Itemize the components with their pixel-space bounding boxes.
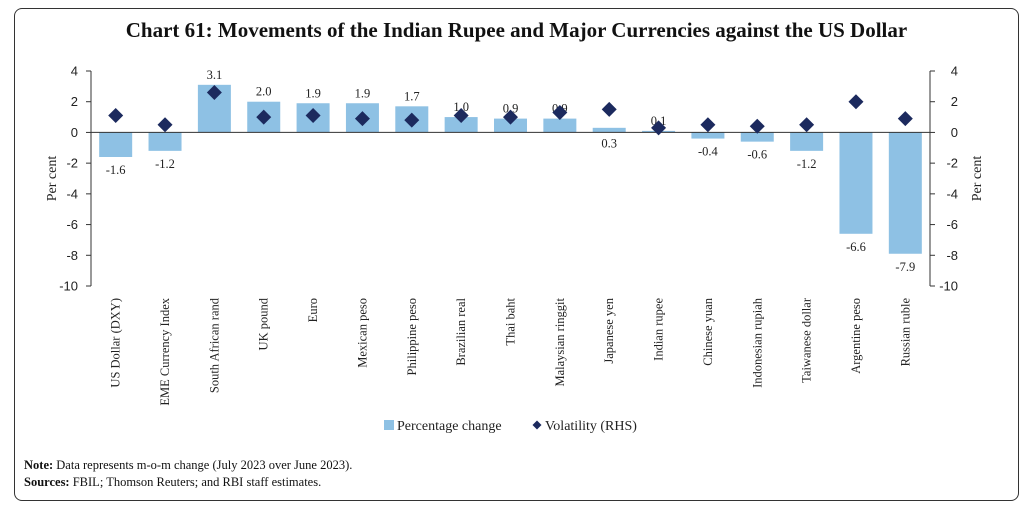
bar-value-label: 1.9 (305, 86, 321, 100)
bar (99, 132, 133, 157)
bar (790, 132, 824, 151)
volatility-marker (651, 120, 667, 136)
category-label: Russian ruble (898, 298, 912, 367)
bar-value-label: -1.2 (797, 157, 817, 171)
left-tick-label: 2 (71, 94, 78, 109)
right-tick-label: 2 (951, 94, 958, 109)
bar-value-label: -1.6 (106, 163, 126, 177)
right-tick-label: 4 (951, 64, 958, 79)
volatility-marker (404, 112, 420, 128)
volatility-marker (552, 104, 568, 120)
volatility-marker (503, 109, 518, 125)
left-tick-label: -4 (66, 186, 78, 201)
bar-value-label: 1.7 (404, 89, 420, 103)
category-label: Argentine peso (849, 298, 863, 374)
left-tick-label: -6 (66, 217, 78, 232)
right-tick-label: -4 (946, 186, 958, 201)
right-tick-label: -6 (946, 217, 958, 232)
bar-value-label: -1.2 (155, 157, 175, 171)
category-label: Philippine peso (405, 298, 419, 375)
bar-value-label: 1.0 (453, 100, 469, 114)
legend-swatch-bar (384, 420, 394, 430)
sources-label: Sources: (24, 475, 70, 489)
volatility-marker (157, 117, 173, 133)
right-tick-label: -2 (946, 156, 958, 171)
legend-label-bar: Percentage change (397, 419, 502, 434)
volatility-marker (799, 117, 815, 133)
bar (740, 132, 774, 142)
category-label: Chinese yuan (701, 297, 715, 365)
category-label: Mexican peso (355, 298, 369, 368)
category-label: Japanese yen (602, 297, 616, 363)
category-label: Euro (306, 298, 320, 322)
bar-value-label: -0.4 (698, 145, 719, 159)
category-label: EME Currency Index (158, 297, 172, 405)
bar-value-label: -6.6 (846, 240, 866, 254)
legend-label-marker: Volatility (RHS) (545, 419, 637, 434)
bar (888, 132, 922, 254)
volatility-marker (848, 94, 864, 110)
category-label: UK pound (257, 297, 271, 350)
left-tick-label: -2 (66, 156, 78, 171)
bar (543, 118, 577, 133)
volatility-marker (108, 108, 124, 124)
bar (444, 117, 478, 133)
chart-frame (14, 8, 1019, 501)
y-axis-title: Per cent (45, 156, 60, 202)
volatility-marker (305, 108, 321, 124)
volatility-marker (897, 111, 913, 127)
right-tick-label: -8 (946, 248, 958, 263)
bar (839, 132, 873, 234)
bar (592, 127, 626, 133)
category-label: US Dollar (DXY) (109, 298, 123, 388)
left-tick-label: 4 (71, 64, 78, 79)
bar (691, 132, 725, 139)
bar (494, 118, 527, 133)
bar-value-label: -7.9 (895, 260, 915, 274)
volatility-marker (700, 117, 716, 133)
bar-value-label: 3.1 (207, 68, 223, 82)
chart-notes: Note: Data represents m-o-m change (July… (24, 457, 1004, 491)
bar-value-label: 0.9 (503, 102, 519, 116)
volatility-marker (601, 101, 617, 117)
left-tick-label: 0 (71, 125, 78, 140)
volatility-marker (354, 111, 370, 127)
category-label: Brazilian real (454, 297, 468, 365)
note-text: Data represents m-o-m change (July 2023 … (56, 458, 353, 472)
note-label: Note: (24, 458, 54, 472)
volatility-marker (206, 85, 222, 100)
bar-value-label: 1.9 (355, 86, 371, 100)
chart-title: Chart 61: Movements of the Indian Rupee … (125, 18, 908, 42)
category-label: Indonesian rupiah (750, 297, 764, 388)
left-tick-label: -8 (66, 248, 78, 263)
left-tick-label: -10 (59, 279, 78, 294)
volatility-marker (256, 109, 272, 125)
sources-line: Sources: FBIL; Thomson Reuters; and RBI … (24, 474, 1004, 491)
bar-value-label: 0.3 (601, 136, 617, 150)
right-tick-label: 0 (951, 125, 958, 140)
category-label: Thai baht (504, 297, 518, 345)
volatility-marker (453, 108, 469, 124)
category-label: South African rand (207, 297, 221, 393)
bar (148, 132, 182, 151)
category-label: Malaysian ringgit (553, 297, 567, 386)
volatility-marker (749, 118, 765, 134)
sources-text: FBIL; Thomson Reuters; and RBI staff est… (72, 475, 322, 489)
category-label: Indian rupee (652, 298, 666, 361)
y2-axis-title: Per cent (970, 156, 985, 202)
right-tick-label: -10 (939, 279, 958, 294)
category-label: Taiwanese dollar (800, 297, 814, 383)
bar-value-label: -0.6 (747, 148, 767, 162)
legend-swatch-marker (532, 420, 542, 430)
bar-value-label: 2.0 (256, 85, 272, 99)
note-line: Note: Data represents m-o-m change (July… (24, 457, 1004, 474)
